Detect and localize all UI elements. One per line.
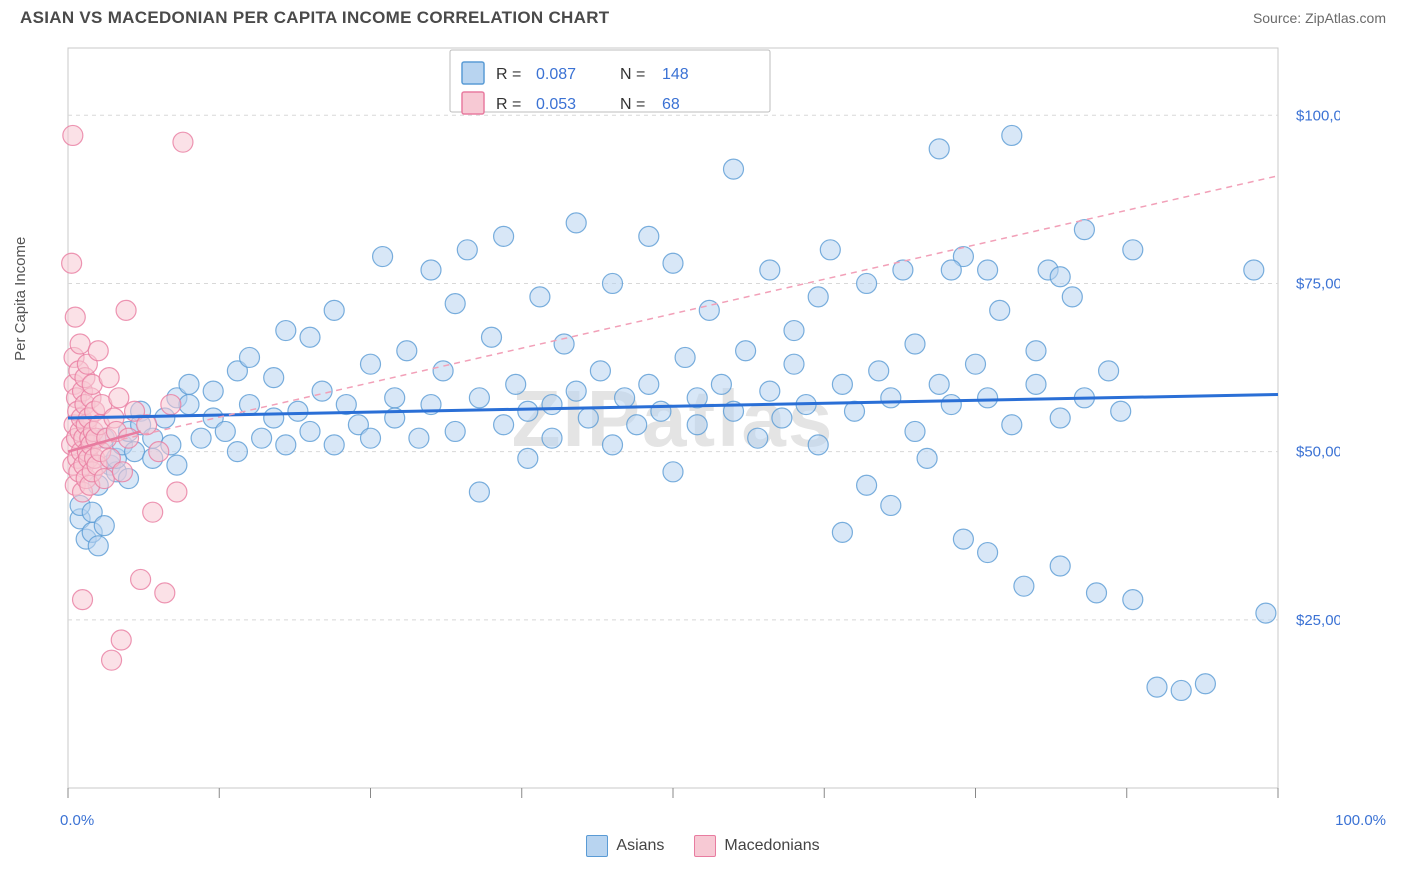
y-tick-label: $25,000 (1296, 612, 1340, 629)
svg-text:N =: N = (620, 66, 645, 83)
svg-text:0.053: 0.053 (536, 96, 576, 113)
chart-title: ASIAN VS MACEDONIAN PER CAPITA INCOME CO… (20, 8, 609, 28)
correlation-scatter-chart: $25,000$50,000$75,000$100,000ZIPatlasR =… (20, 38, 1340, 808)
y-axis-label: Per Capita Income (12, 237, 29, 361)
y-tick-label: $100,000 (1296, 107, 1340, 124)
svg-text:R =: R = (496, 96, 521, 113)
source-attribution: Source: ZipAtlas.com (1253, 10, 1386, 26)
svg-text:0.087: 0.087 (536, 66, 576, 83)
x-axis-max-label: 100.0% (1335, 812, 1386, 829)
svg-text:68: 68 (662, 96, 680, 113)
legend-item: Macedonians (694, 835, 819, 857)
series-legend: Asians Macedonians (0, 835, 1406, 857)
x-axis-min-label: 0.0% (60, 812, 94, 829)
legend-swatch (586, 835, 608, 857)
legend-swatch (694, 835, 716, 857)
y-tick-label: $50,000 (1296, 444, 1340, 461)
legend-item: Asians (586, 835, 664, 857)
svg-text:N =: N = (620, 96, 645, 113)
y-tick-label: $75,000 (1296, 275, 1340, 292)
svg-text:148: 148 (662, 66, 689, 83)
svg-text:R =: R = (496, 66, 521, 83)
